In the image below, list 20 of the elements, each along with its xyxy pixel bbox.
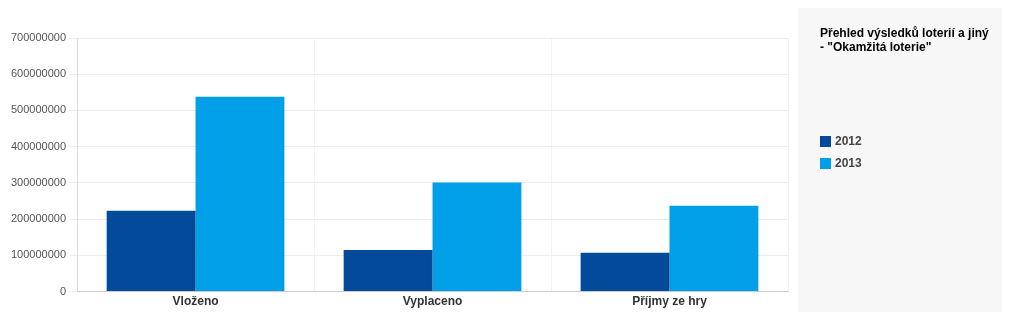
y-tick-label: 500000000	[11, 103, 67, 116]
x-tick-label: Příjmy ze hry	[632, 294, 708, 309]
bar	[669, 205, 759, 292]
y-tick-label: 100000000	[11, 248, 67, 261]
x-tick-label: Vyplaceno	[402, 294, 463, 309]
y-tick-label: 400000000	[11, 139, 67, 152]
bar	[106, 210, 196, 292]
bar	[195, 96, 285, 292]
text: Přehled výsledků loterií a jiný - "Okamžitá loterie"	[820, 26, 990, 54]
bar	[343, 249, 433, 292]
y-tick-label: 0	[59, 284, 67, 297]
y-tick-label: 700000000	[11, 31, 67, 44]
legend-label: 2013	[835, 156, 862, 170]
y-tick-label: 200000000	[11, 212, 67, 225]
bar	[432, 182, 522, 292]
bar	[580, 252, 670, 292]
y-tick-label: 600000000	[11, 67, 67, 80]
legend-label: 2012	[835, 134, 862, 148]
x-tick-label: Vloženo	[172, 294, 219, 309]
y-tick-label: 300000000	[11, 175, 67, 188]
